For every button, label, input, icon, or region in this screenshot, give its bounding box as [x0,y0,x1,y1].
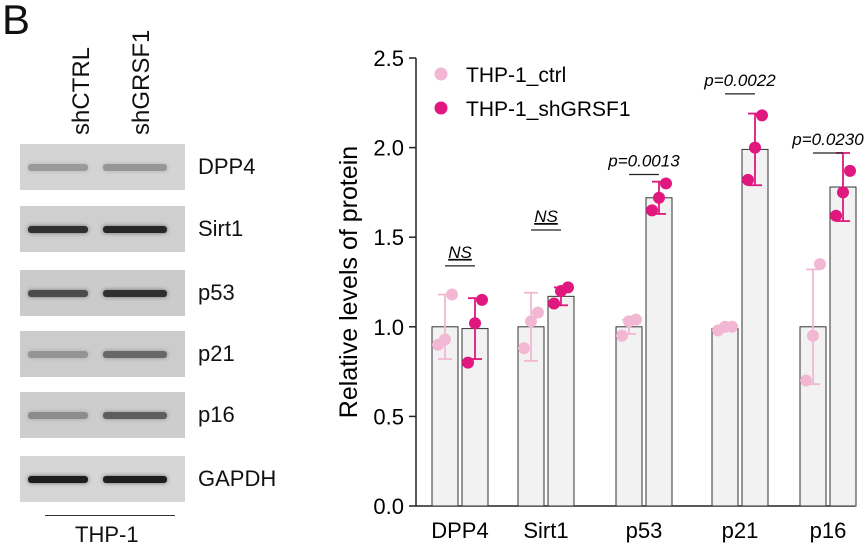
band-dpp4-lane-1 [28,164,88,171]
x-tick-label-sirt1: Sirt1 [523,518,568,543]
data-point [814,258,826,271]
bar-p21-series-1 [711,328,739,507]
data-point [446,288,458,301]
significance-label: p=0.0013 [607,151,680,170]
bar-p53-series-1 [615,326,643,507]
band-dpp4-lane-2 [103,164,167,171]
data-point [525,315,537,328]
significance-label: NS [448,243,472,262]
y-axis-label: Relative levels of protein [335,146,363,418]
band-gapdh-lane-1 [28,476,88,483]
data-point [469,317,481,330]
protein-label-p53: p53 [198,280,235,305]
data-point [630,313,642,326]
legend-marker-1 [434,67,448,81]
y-tick-label: 2.0 [373,136,404,161]
x-tick-label-p21: p21 [722,518,759,543]
data-point [726,320,738,333]
band-sirt1-lane-2 [103,226,167,233]
protein-label-sirt1: Sirt1 [198,216,244,241]
data-point [742,173,754,186]
significance-label: p=0.0022 [703,71,776,90]
data-point [616,329,628,342]
x-tick-label-dpp4: DPP4 [431,518,488,543]
data-point [844,164,856,177]
x-tick-label-p53: p53 [626,518,663,543]
significance-label: p=0.0230 [791,130,864,149]
bar-sirt1-series-2 [547,295,575,507]
protein-label-gapdh: GAPDH [198,466,277,491]
data-point [439,333,451,346]
data-point [756,109,768,122]
data-point [462,356,474,369]
bar-p21-series-2 [741,148,769,507]
blot-strip-dpp4 [20,144,185,190]
data-point [749,141,761,154]
bar-p16-series-2 [829,186,857,507]
y-tick-label: 0.5 [373,404,404,429]
legend-marker-2 [434,101,448,115]
cell-line-underline [45,515,175,516]
panel-letter: B [2,0,31,43]
legend-label-2: THP-1_shGRSF1 [466,98,631,121]
data-point [476,293,488,306]
x-tick-label-p16: p16 [810,518,847,543]
protein-label-dpp4: DPP4 [198,154,256,179]
y-tick-label: 1.5 [373,225,404,250]
cell-line-label: THP-1 [75,522,139,547]
data-point [807,329,819,342]
protein-label-p21: p21 [198,341,235,366]
band-gapdh-lane-2 [103,476,167,483]
y-tick-label: 2.5 [373,46,404,71]
y-tick-label: 0.0 [373,494,404,519]
data-point [660,177,672,190]
band-sirt1-lane-1 [28,226,88,233]
band-p16-lane-1 [28,412,88,419]
band-p21-lane-2 [103,351,167,358]
data-point [837,186,849,199]
data-point [518,342,530,355]
data-point [548,297,560,310]
data-point [830,209,842,222]
band-p21-lane-1 [28,351,88,358]
legend-label-1: THP-1_ctrl [466,64,566,87]
significance-label: NS [534,207,558,226]
band-p53-lane-2 [103,290,167,297]
data-point [653,191,665,204]
protein-label-p16: p16 [198,402,235,427]
data-point [532,306,544,319]
band-p16-lane-2 [103,412,167,419]
band-p53-lane-1 [28,290,88,297]
data-point [800,374,812,387]
data-point [562,281,574,294]
y-tick-label: 1.0 [373,315,404,340]
bar-p53-series-2 [645,197,673,507]
data-point [646,204,658,217]
